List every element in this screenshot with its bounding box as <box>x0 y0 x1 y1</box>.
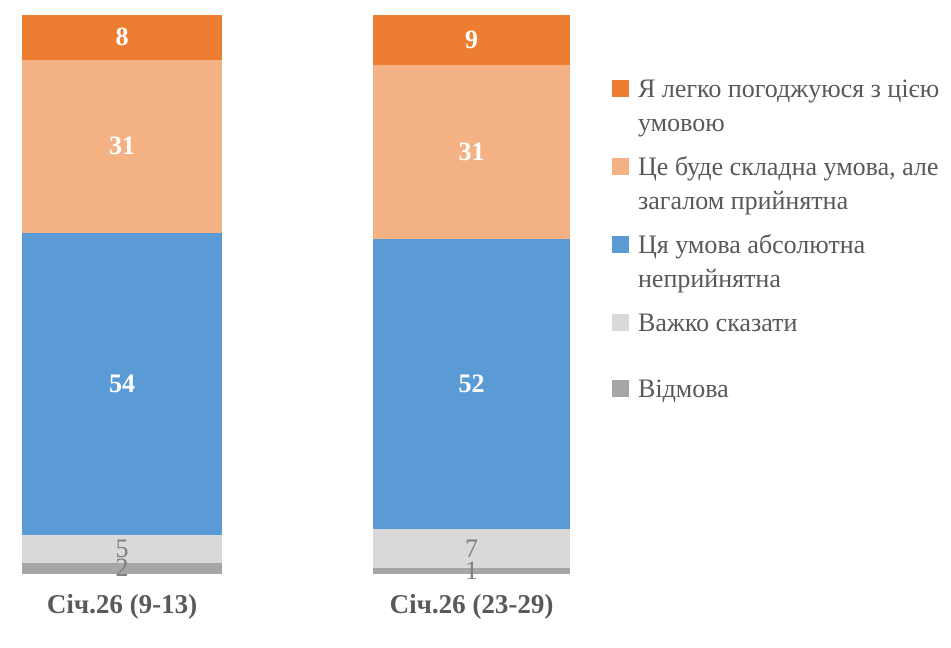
value-label: 52 <box>458 368 485 398</box>
category-label: Січ.26 (23-29) <box>389 589 554 619</box>
legend-label: Я легко погоджуюся з цією умовою <box>638 74 940 137</box>
legend-marker <box>612 158 629 175</box>
value-label: 31 <box>109 131 135 161</box>
legend-label: Це буде складна умова, але загалом прийн… <box>638 152 939 215</box>
legend-item: Я легко погоджуюся з цією умовою <box>612 72 944 140</box>
legend-item: Це буде складна умова, але загалом прийн… <box>612 150 944 218</box>
value-label: 54 <box>109 368 135 398</box>
value-label: 9 <box>465 25 478 55</box>
bar-column: 8 31 54 5 2 <box>22 15 222 581</box>
bar-segment: 5 <box>22 533 222 563</box>
legend-item: Важко сказати <box>612 306 944 340</box>
bar-segment: 9 <box>373 15 570 66</box>
value-label: 5 <box>115 533 129 563</box>
legend-label: Ця умова абсолютна неприйнятна <box>638 230 866 293</box>
bar-segment: 31 <box>373 65 570 239</box>
legend-item: Відмова <box>612 372 944 406</box>
bar-segment: 31 <box>22 59 222 233</box>
legend-marker <box>612 380 629 397</box>
value-label: 31 <box>458 136 485 166</box>
value-label: 8 <box>115 22 129 52</box>
legend: Я легко погоджуюся з цією умовою Це буде … <box>612 72 944 416</box>
legend-label: Важко сказати <box>638 308 798 337</box>
bar-segment: 2 <box>22 555 222 581</box>
value-label: 1 <box>465 556 478 586</box>
category-label: Січ.26 (9-13) <box>46 589 198 619</box>
legend-item: Ця умова абсолютна неприйнятна <box>612 228 944 296</box>
value-label: 7 <box>465 533 478 563</box>
bar-segment: 7 <box>373 529 570 569</box>
legend-marker <box>612 314 629 331</box>
bar-segment: 1 <box>373 558 570 584</box>
bar-segment: 8 <box>22 15 222 60</box>
legend-marker <box>612 236 629 253</box>
legend-marker <box>612 80 629 97</box>
bar-segment: 54 <box>22 233 222 535</box>
legend-label: Відмова <box>638 374 729 403</box>
value-label: 2 <box>115 553 129 583</box>
bar-column: 9 31 52 7 1 <box>373 15 570 584</box>
bar-segment: 52 <box>373 238 570 530</box>
